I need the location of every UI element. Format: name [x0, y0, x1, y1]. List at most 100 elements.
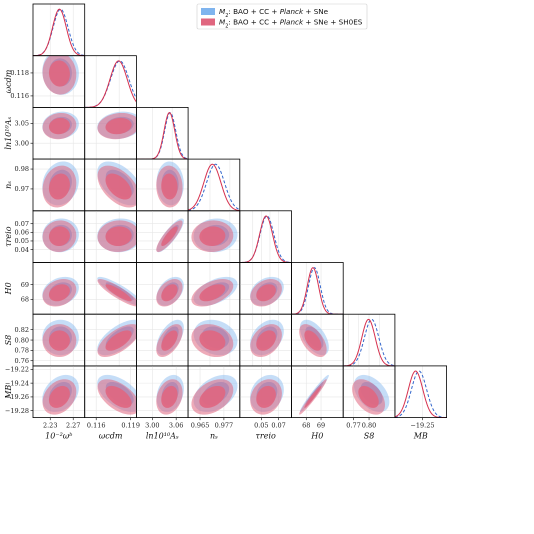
contour-2-68pct — [161, 385, 178, 408]
x-axis-label: H0 — [310, 432, 323, 441]
marginal-curve-2 — [239, 215, 292, 263]
contour-2-68pct — [161, 173, 178, 200]
contour-2-68pct — [304, 330, 322, 351]
y-tick-label: −19.28 — [5, 407, 29, 415]
x-tick-label: 0.80 — [362, 422, 376, 430]
y-tick-label: −19.24 — [5, 379, 29, 387]
y-tick-label: 0.98 — [15, 165, 29, 173]
x-axis-label: ln10¹⁰Aₛ — [146, 432, 179, 441]
x-axis-label: MB — [413, 432, 428, 441]
marginal-curve-2 — [188, 163, 240, 211]
panel-4-2 — [135, 210, 189, 263]
y-axis-label: H0 — [4, 282, 13, 295]
y-tick-label: 0.97 — [15, 185, 29, 193]
y-axis-label: nₛ — [4, 181, 13, 189]
contour-2-68pct — [105, 284, 132, 302]
y-axis-label: S8 — [4, 335, 13, 346]
contour-2-68pct — [48, 330, 70, 351]
contour-2-68pct — [256, 385, 276, 408]
marginal-curve-2 — [33, 8, 85, 56]
y-axis-label: MB — [4, 385, 13, 400]
y-tick-label: −19.26 — [5, 393, 29, 401]
marginal-curve-1 — [239, 215, 292, 263]
panel-2-1 — [84, 107, 137, 160]
y-tick-label: −19.22 — [5, 366, 29, 374]
marginal-curve-1 — [84, 60, 137, 108]
panel-7-5: 68 69 H0 — [291, 365, 344, 441]
y-tick-label: 0.04 — [15, 246, 29, 254]
panel-5-1 — [84, 262, 137, 315]
panel-5-0: 68 69 H0 — [4, 262, 86, 315]
contour-2-68pct — [161, 284, 178, 302]
panel-6-1 — [84, 313, 137, 367]
y-tick-label: 0.78 — [15, 347, 29, 355]
panel-7-6: 0.77 0.80 S8 — [342, 365, 396, 441]
y-axis-label: ωcdm — [4, 69, 13, 93]
panel-5-4 — [239, 262, 292, 315]
x-tick-label: 3.00 — [145, 422, 159, 430]
panel-frame — [32, 3, 86, 57]
marginal-curve-1 — [343, 318, 395, 366]
contour-2-68pct — [105, 117, 132, 135]
x-tick-label: 0.977 — [215, 422, 234, 430]
x-tick-label: 2.27 — [66, 422, 80, 430]
contour-2-68pct — [256, 330, 276, 351]
panel-7-3: 0.965 0.977 nₛ — [187, 365, 241, 441]
panel-5-2 — [135, 262, 189, 315]
contour-2-68pct — [105, 330, 132, 351]
contour-2-68pct — [256, 284, 276, 302]
y-tick-label: 0.76 — [15, 357, 29, 365]
y-axis-label: ln10¹⁰Aₛ — [4, 117, 13, 150]
panel-3-3 — [187, 158, 241, 212]
x-tick-label: 3.06 — [169, 422, 183, 430]
x-axis-label: τreio — [255, 432, 276, 441]
y-axis-label: τreio — [4, 226, 13, 247]
legend-label-2: M2: BAO + CC + Planck + SNe + SH0ES — [219, 18, 363, 30]
y-tick-label: 69 — [21, 281, 29, 289]
panel-4-4 — [239, 210, 292, 263]
contour-2-68pct — [48, 226, 70, 247]
panel-6-2 — [135, 313, 189, 367]
x-tick-label: 69 — [317, 422, 325, 430]
y-tick-label: 0.116 — [10, 92, 29, 100]
panel-7-4: 0.05 0.07 τreio — [239, 365, 292, 441]
contour-2-68pct — [199, 330, 226, 351]
panel-7-7: −19.25 MB — [394, 365, 447, 441]
contour-2-68pct — [48, 284, 70, 302]
panel-7-2: 3.00 3.06 ln10¹⁰Aₛ — [135, 365, 189, 441]
contour-2-68pct — [161, 226, 178, 247]
contour-2-68pct — [199, 226, 226, 247]
panel-4-1 — [84, 210, 137, 263]
y-tick-label: 0.82 — [15, 326, 29, 334]
x-axis-label: nₛ — [210, 432, 218, 441]
panel-frame — [394, 365, 447, 418]
panel-1-1 — [84, 55, 137, 108]
contour-2-68pct — [304, 385, 322, 408]
panel-3-1 — [84, 158, 137, 212]
x-tick-label: 0.965 — [191, 422, 210, 430]
legend-box — [196, 3, 368, 30]
x-tick-label: 0.77 — [346, 422, 360, 430]
panel-3-2 — [135, 158, 189, 212]
marginal-curve-2 — [343, 318, 395, 366]
panel-6-5 — [291, 313, 344, 367]
contour-2-68pct — [358, 385, 379, 408]
x-tick-label: 2.23 — [43, 422, 57, 430]
x-tick-label: 0.116 — [87, 422, 106, 430]
contour-2-68pct — [48, 117, 70, 135]
x-tick-label: 0.119 — [121, 422, 140, 430]
legend-label-1: M2: BAO + CC + Planck + SNe — [219, 7, 329, 19]
y-tick-label: 3.05 — [15, 120, 29, 128]
contour-2-68pct — [105, 226, 132, 247]
panel-frame — [239, 210, 292, 263]
x-tick-label: 68 — [302, 422, 310, 430]
panel-2-2 — [135, 107, 189, 160]
contour-2-68pct — [161, 330, 178, 351]
marginal-curve-1 — [291, 267, 344, 315]
panel-frame — [135, 107, 189, 160]
y-tick-label: 0.05 — [15, 237, 29, 245]
